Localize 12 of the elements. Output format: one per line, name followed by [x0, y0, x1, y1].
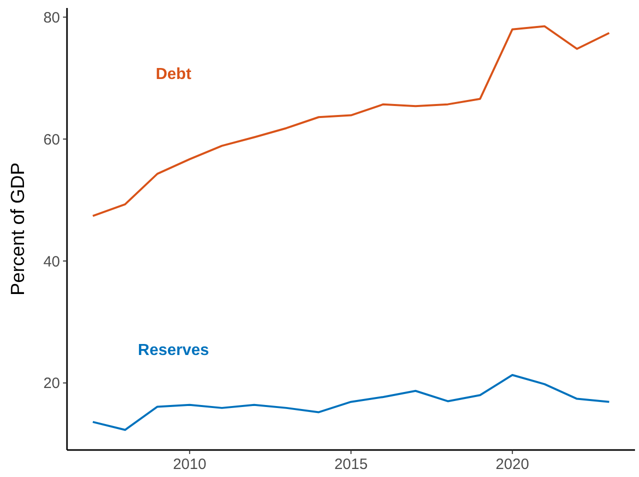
line-series [92, 374, 610, 431]
x-tick-label: 2015 [334, 456, 368, 473]
y-axis-title: Percent of GDP [8, 162, 29, 296]
y-tick-label: 80 [43, 9, 60, 26]
text: Reserves [138, 342, 210, 359]
text: Debt [156, 66, 192, 84]
x-tick-label: 2010 [172, 456, 206, 473]
y-tick-label: 20 [43, 375, 60, 392]
line-series [92, 25, 610, 217]
y-tick-label: 60 [43, 131, 60, 148]
x-tick-label: 2020 [496, 456, 530, 473]
y-tick-label: 40 [43, 253, 60, 270]
